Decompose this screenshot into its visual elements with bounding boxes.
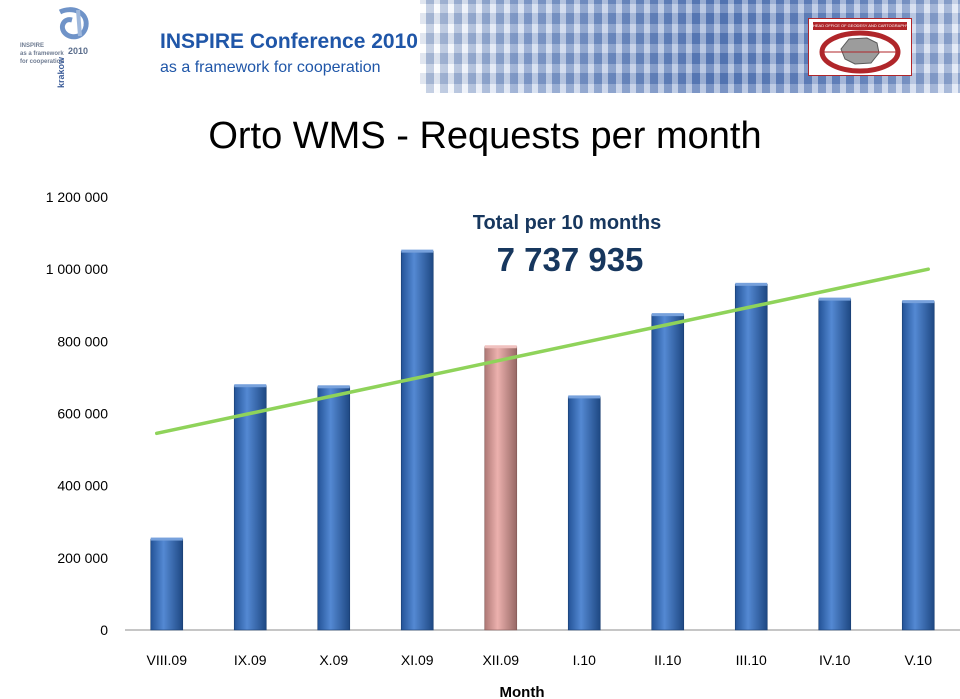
y-tick-label: 1 200 000 xyxy=(46,189,108,205)
slide-title: Orto WMS - Requests per month xyxy=(208,115,762,157)
y-tick-label: 1 000 000 xyxy=(46,261,108,277)
bar-i-10 xyxy=(567,396,601,631)
y-tick-label: 200 000 xyxy=(57,550,108,566)
gugik-logo: HEAD OFFICE OF GEODESY AND CARTOGRAPHY xyxy=(808,18,912,76)
x-tick-label: XII.09 xyxy=(482,652,519,668)
bar-iv-10 xyxy=(818,298,852,631)
conference-subtitle: as a framework for cooperation xyxy=(160,59,381,76)
bar-v-10 xyxy=(901,301,935,631)
y-tick-label: 0 xyxy=(100,622,108,638)
total-annotation-label: Total per 10 months xyxy=(473,212,662,234)
bar-cap xyxy=(401,249,434,253)
bar-viii-09 xyxy=(150,538,184,631)
x-axis-title: Month xyxy=(500,684,545,699)
y-tick-label: 400 000 xyxy=(57,478,108,494)
bar-xii-09 xyxy=(484,346,518,631)
x-tick-label: II.10 xyxy=(654,652,681,668)
conference-title: INSPIRE Conference 2010 xyxy=(160,30,418,53)
logo-year: 2010 xyxy=(68,46,89,56)
bar-cap xyxy=(484,345,517,349)
bar-ix-09 xyxy=(233,385,267,631)
gugik-logo-text: HEAD OFFICE OF GEODESY AND CARTOGRAPHY xyxy=(813,22,907,30)
bar-ii-10 xyxy=(651,314,685,631)
bar-cap xyxy=(818,297,851,301)
x-tick-label: XI.09 xyxy=(401,652,434,668)
bar-cap xyxy=(735,282,768,286)
bar-xi-09 xyxy=(400,250,434,631)
trendline xyxy=(155,267,930,436)
bar-cap xyxy=(651,313,684,317)
x-tick-label: X.09 xyxy=(319,652,348,668)
total-annotation-value: 7 737 935 xyxy=(497,241,644,278)
x-tick-label: I.10 xyxy=(573,652,597,668)
inspire-logo-icon xyxy=(58,7,89,40)
x-tick-label: IV.10 xyxy=(819,652,851,668)
bar-cap xyxy=(234,384,267,388)
bar-x-09 xyxy=(317,386,351,631)
logo-line-1: INSPIRE xyxy=(20,43,45,49)
x-tick-label: III.10 xyxy=(736,652,767,668)
y-tick-label: 600 000 xyxy=(57,406,108,422)
bar-iii-10 xyxy=(734,284,768,631)
bar-cap xyxy=(568,395,601,399)
x-tick-label: V.10 xyxy=(904,652,932,668)
conference-header: INSPIRE as a framework for cooperation k… xyxy=(0,0,960,93)
logo-line-3: for cooperation xyxy=(20,59,65,65)
poland-map-emblem-icon xyxy=(819,30,901,74)
y-tick-label: 800 000 xyxy=(57,333,108,349)
bar-cap xyxy=(902,300,935,304)
logo-line-2: as a framework xyxy=(20,51,64,57)
x-tick-label: VIII.09 xyxy=(147,652,188,668)
bar-cap xyxy=(317,385,350,389)
x-tick-label: IX.09 xyxy=(234,652,267,668)
inspire-logo: INSPIRE as a framework for cooperation k… xyxy=(20,6,120,88)
bar-cap xyxy=(150,537,183,541)
